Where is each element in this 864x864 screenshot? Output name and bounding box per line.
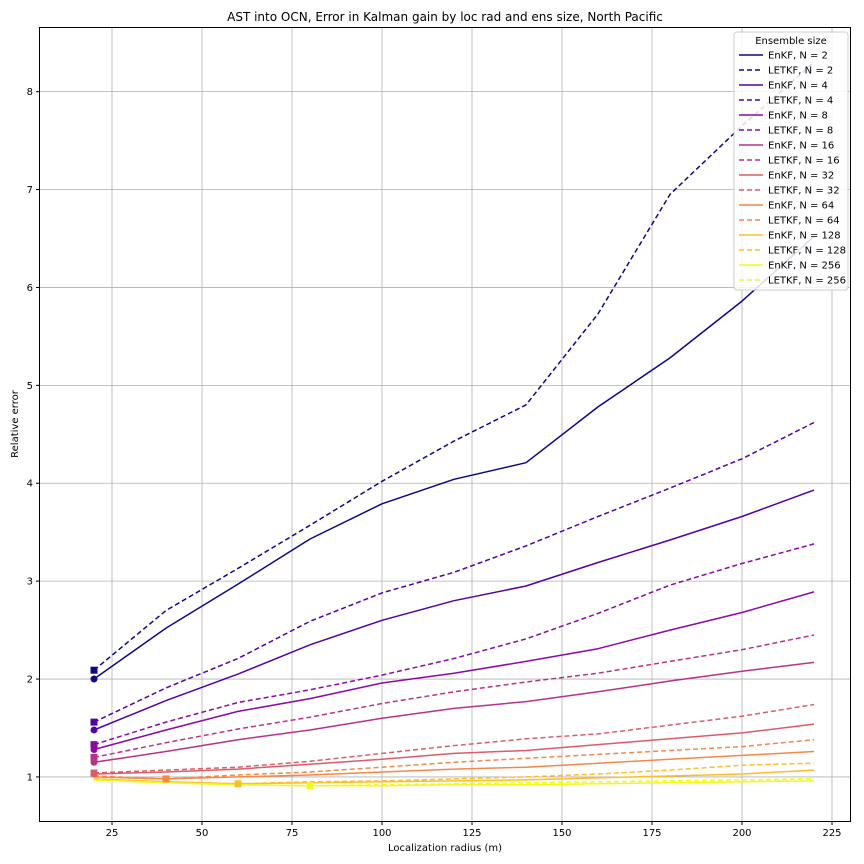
x-tick-label: 50 — [196, 828, 209, 839]
series-lines — [93, 61, 815, 787]
series-line-enkf-n-2 — [93, 235, 815, 680]
y-axis-ticks: 1 2 3 4 5 6 7 8 — [27, 87, 40, 783]
y-tick-label: 8 — [27, 87, 33, 98]
series-line-enkf-n-16 — [93, 661, 815, 764]
legend-label-letkf-n-2: LETKF, N = 2 — [768, 66, 833, 77]
min-marker-letkf-n-16 — [90, 753, 98, 761]
min-marker-letkf-n-8 — [90, 741, 98, 749]
min-marker-letkf-n-64 — [162, 775, 170, 783]
series-line-enkf-n-8 — [93, 591, 815, 751]
x-tick-label: 125 — [462, 828, 481, 839]
min-marker-enkf-n-2 — [90, 675, 98, 683]
legend-label-letkf-n-8: LETKF, N = 8 — [768, 126, 833, 137]
series-line-letkf-n-128 — [93, 762, 815, 785]
min-marker-letkf-n-256 — [306, 782, 314, 790]
min-marker-letkf-n-32 — [90, 769, 98, 777]
series-line-enkf-n-32 — [93, 723, 815, 775]
x-tick-label: 75 — [286, 828, 299, 839]
min-marker-letkf-n-4 — [90, 718, 98, 726]
series-line-letkf-n-64 — [93, 738, 815, 780]
y-tick-label: 3 — [27, 577, 33, 588]
legend-label-enkf-n-4: EnKF, N = 4 — [768, 81, 828, 92]
legend-label-enkf-n-16: EnKF, N = 16 — [768, 141, 834, 152]
legend-title: Ensemble size — [755, 36, 827, 47]
y-axis-label: Relative error — [10, 389, 21, 458]
series-line-letkf-n-4 — [93, 421, 815, 723]
x-tick-label: 150 — [552, 828, 571, 839]
y-tick-label: 7 — [27, 185, 33, 196]
series-line-letkf-n-2 — [93, 61, 815, 671]
legend-label-enkf-n-64: EnKF, N = 64 — [768, 201, 834, 212]
legend-box — [733, 31, 849, 291]
x-tick-label: 100 — [372, 828, 391, 839]
y-tick-label: 4 — [27, 479, 33, 490]
x-tick-label: 175 — [642, 828, 661, 839]
legend-label-letkf-n-128: LETKF, N = 128 — [768, 246, 846, 257]
y-tick-label: 2 — [27, 675, 33, 686]
y-tick-label: 6 — [27, 283, 33, 294]
legend-label-enkf-n-256: EnKF, N = 256 — [768, 261, 841, 272]
min-marker-enkf-n-4 — [90, 726, 98, 734]
y-tick-label: 5 — [27, 381, 33, 392]
min-marker-letkf-n-128 — [234, 780, 242, 788]
legend-label-enkf-n-32: EnKF, N = 32 — [768, 171, 834, 182]
legend-label-letkf-n-32: LETKF, N = 32 — [768, 186, 840, 197]
plot-frame — [39, 27, 851, 822]
legend-label-letkf-n-64: LETKF, N = 64 — [768, 216, 840, 227]
y-tick-label: 1 — [27, 772, 33, 783]
legend-items: EnKF, N = 2 LETKF, N = 2 EnKF, N = 4 LETKF,… — [739, 51, 846, 287]
legend-label-enkf-n-128: EnKF, N = 128 — [768, 231, 841, 242]
legend-label-enkf-n-2: EnKF, N = 2 — [768, 51, 828, 62]
x-tick-label: 25 — [106, 828, 119, 839]
legend-label-letkf-n-256: LETKF, N = 256 — [768, 276, 846, 287]
legend-label-enkf-n-8: EnKF, N = 8 — [768, 111, 828, 122]
series-line-letkf-n-256 — [93, 778, 815, 787]
series-line-letkf-n-16 — [93, 634, 815, 759]
legend-label-letkf-n-16: LETKF, N = 16 — [768, 156, 840, 167]
series-line-enkf-n-4 — [93, 489, 815, 731]
series-line-letkf-n-32 — [93, 703, 815, 774]
legend-label-letkf-n-4: LETKF, N = 4 — [768, 96, 833, 107]
x-axis-label: Localization radius (m) — [388, 843, 502, 854]
x-tick-label: 200 — [732, 828, 751, 839]
chart-title: AST into OCN, Error in Kalman gain by lo… — [227, 10, 663, 24]
series-line-enkf-n-64 — [93, 750, 815, 780]
minimum-markers — [90, 666, 314, 790]
series-line-letkf-n-8 — [93, 543, 815, 746]
x-tick-label: 225 — [822, 828, 841, 839]
x-axis-ticks: 25 50 75 100 125 150 175 200 225 — [106, 821, 842, 839]
min-marker-letkf-n-2 — [90, 666, 98, 674]
